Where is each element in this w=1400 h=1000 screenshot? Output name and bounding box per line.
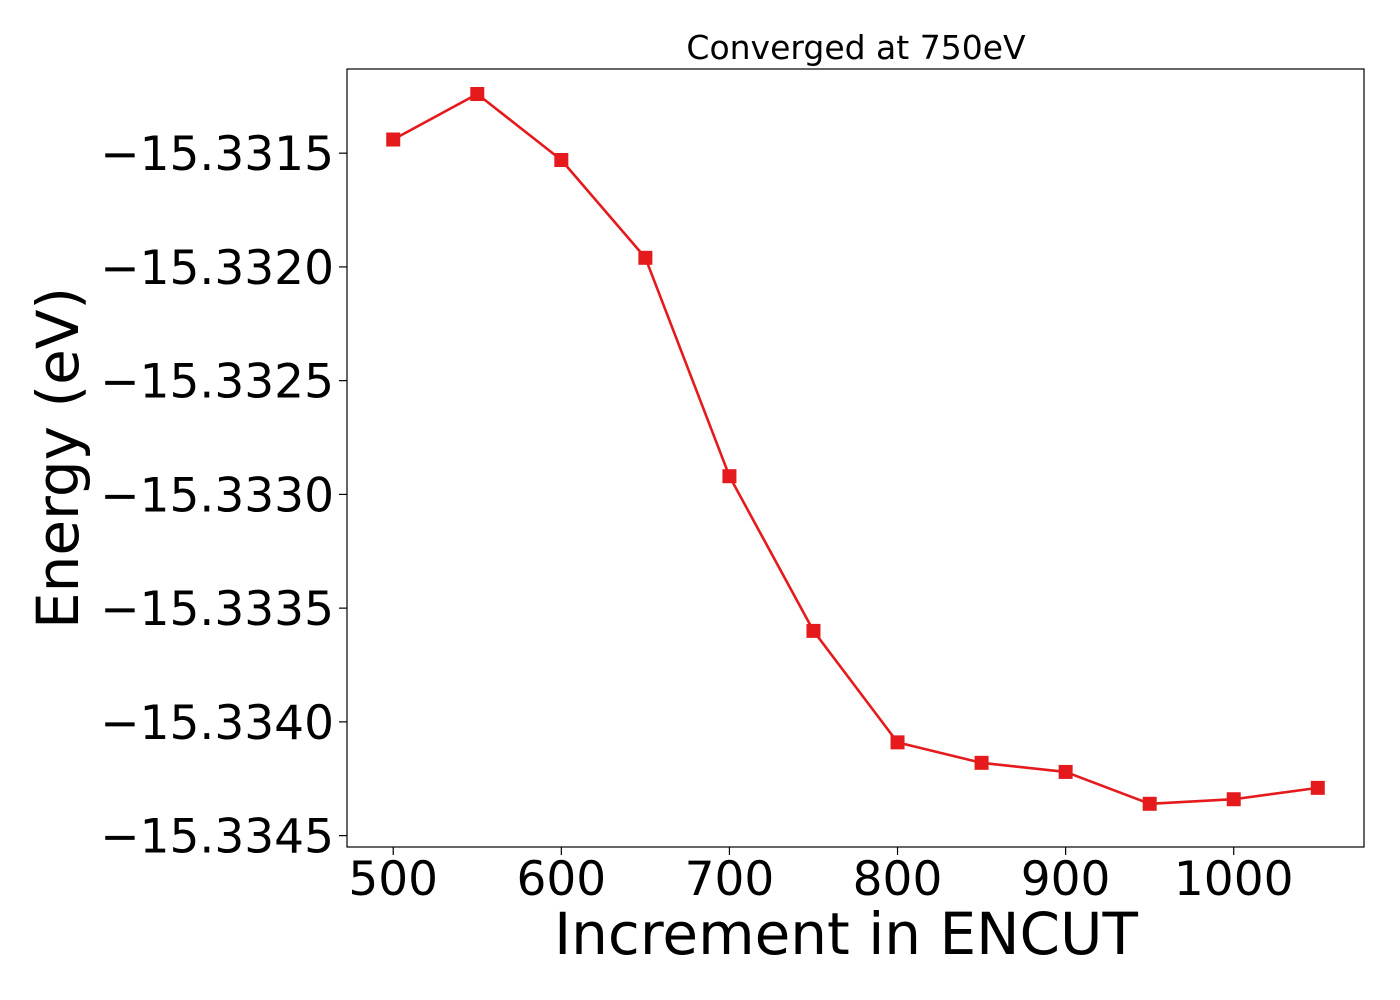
data-point-marker [554,152,569,167]
x-tick-label: 900 [1021,852,1111,907]
data-point-marker [890,735,905,750]
data-point-marker [470,87,485,102]
series-line [392,92,1318,806]
data-point-marker [806,623,821,638]
chart-title: Converged at 750eV [686,28,1026,67]
series-layer [386,87,1325,811]
y-tick-label: −15.3325 [100,355,334,410]
x-axis: 500 600 700 800 900 1000 [348,847,1294,907]
data-point-marker [638,250,653,265]
x-tick-label: 600 [516,852,606,907]
data-point-marker [1310,780,1325,795]
x-axis-label: Increment in ENCUT [554,900,1138,968]
data-point-marker [1142,796,1157,811]
y-tick-label: −15.3315 [100,127,334,182]
data-point-marker [1226,792,1241,807]
y-tick-label: −15.3330 [100,468,334,523]
x-tick-label: 800 [853,852,943,907]
data-point-marker [974,755,989,770]
y-tick-label: −15.3345 [100,810,334,865]
y-tick-label: −15.3340 [100,696,334,751]
data-point-marker [1058,764,1073,779]
y-axis-label: Energy (eV) [24,287,92,629]
x-tick-label: 500 [348,852,438,907]
y-tick-label: −15.3320 [100,241,334,296]
x-tick-label: 1000 [1174,852,1294,907]
y-tick-label: −15.3335 [100,582,334,637]
data-point-marker [722,469,737,484]
x-tick-label: 700 [685,852,775,907]
data-point-marker [386,132,401,147]
plot-area-frame [346,68,1365,848]
y-axis: −15.3315 −15.3320 −15.3325 −15.3330 −15.3335… [100,127,347,865]
